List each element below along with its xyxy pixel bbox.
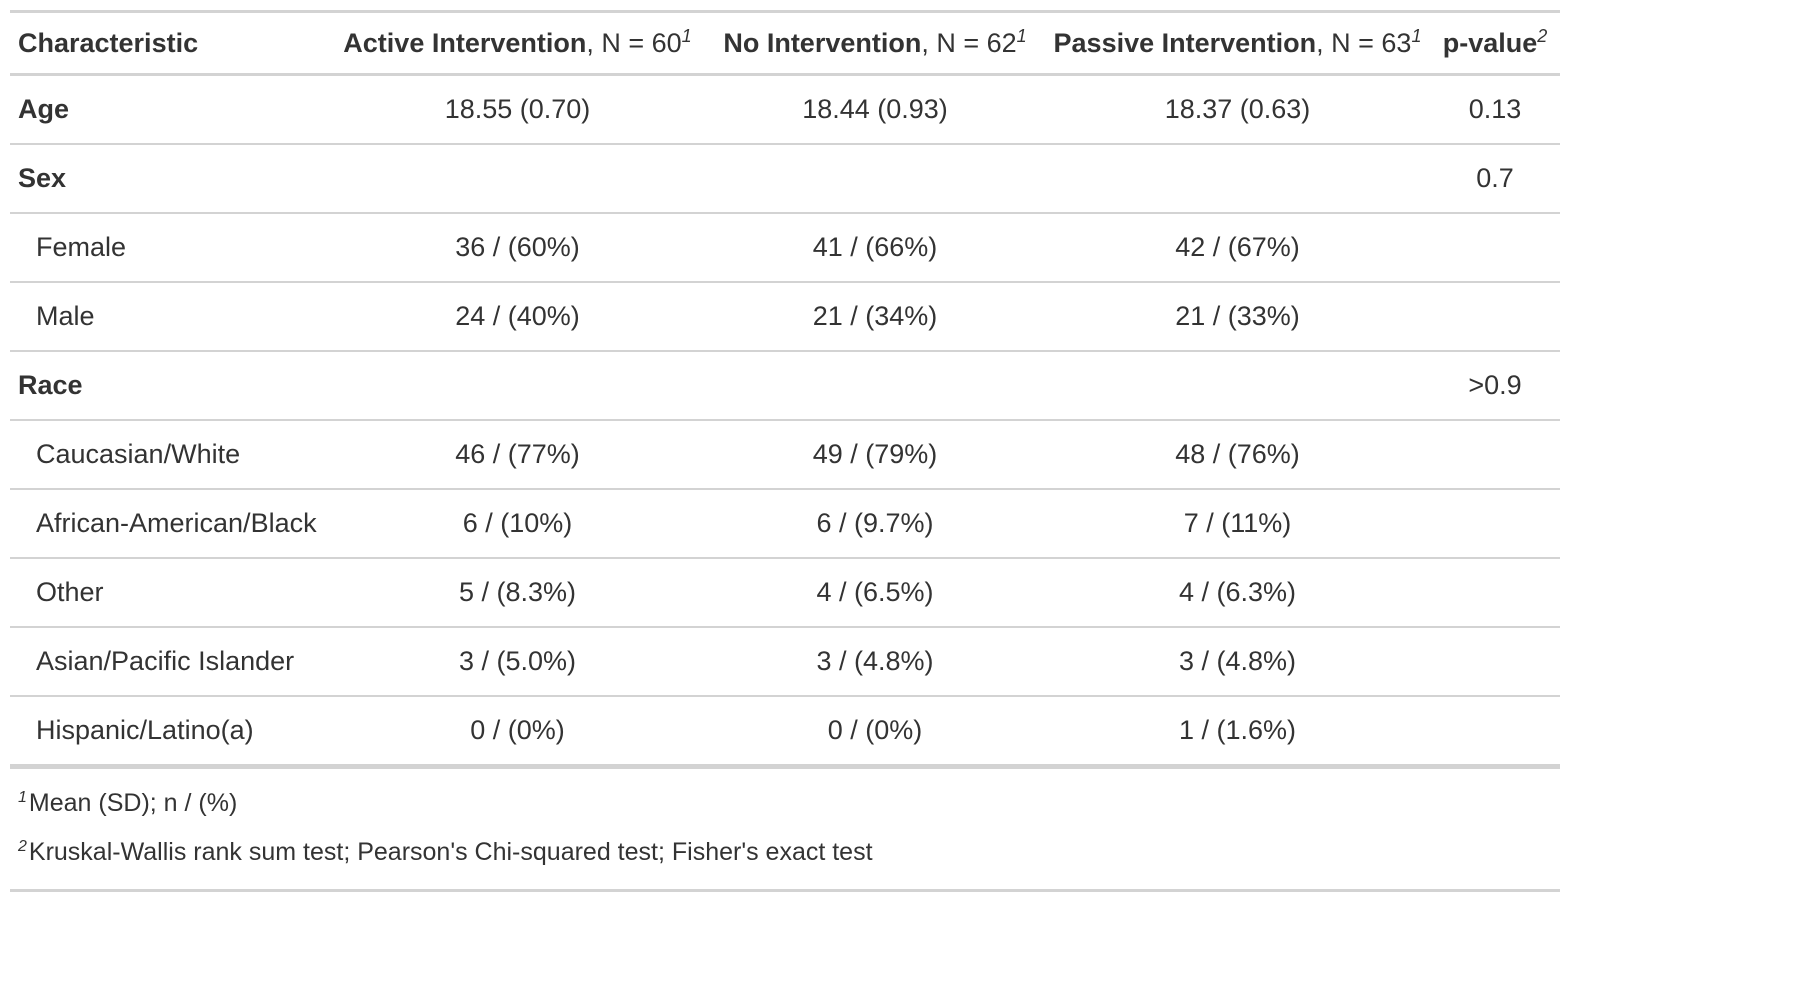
header-no-intervention: No Intervention, N = 621 bbox=[705, 12, 1045, 75]
cell-passive-intervention: 4 / (6.3%) bbox=[1178, 577, 1297, 607]
cell-passive-intervention: 1 / (1.6%) bbox=[1178, 715, 1297, 745]
level-row: Caucasian/White 46 / (77%) 49 / (79%) 48 / … bbox=[10, 420, 1560, 489]
variable-row: Age 18.55 (0.70) 18.44 (0.93) 18.37 (0.63) 0… bbox=[10, 75, 1560, 144]
cell-passive-intervention: 48 / (76%) bbox=[1175, 439, 1300, 469]
cell-no-intervention: 6 / (9.7%) bbox=[816, 508, 934, 538]
level-row: Asian/Pacific Islander 3 / (5.0%) 3 / (4.8… bbox=[10, 627, 1560, 696]
cell-passive-intervention bbox=[1045, 144, 1430, 213]
cell-pvalue bbox=[1430, 558, 1560, 627]
cell-no-intervention bbox=[705, 144, 1045, 213]
footnote-2-text: Kruskal-Wallis rank sum test; Pearson's … bbox=[28, 838, 873, 866]
row-label: Age bbox=[18, 94, 70, 124]
cell-pvalue bbox=[1430, 213, 1560, 282]
header-active-label: Active Intervention bbox=[343, 27, 587, 58]
footnote-1: 1Mean (SD); n / (%) bbox=[10, 779, 1560, 828]
summary-table-container: Characteristic Active Intervention, N = … bbox=[10, 0, 1580, 892]
header-passive-n: , N = 63 bbox=[1316, 27, 1412, 58]
header-active-n: , N = 60 bbox=[586, 27, 682, 58]
header-characteristic: Characteristic bbox=[10, 12, 330, 75]
cell-pvalue: 0.13 bbox=[1468, 94, 1522, 124]
cell-passive-intervention: 42 / (67%) bbox=[1175, 232, 1300, 262]
footnote-1-text: Mean (SD); n / (%) bbox=[28, 789, 238, 817]
cell-passive-intervention: 7 / (11%) bbox=[1183, 508, 1292, 538]
cell-pvalue bbox=[1430, 696, 1560, 765]
header-pvalue-footnote-mark: 2 bbox=[1537, 25, 1548, 46]
footnote-2-mark: 2 bbox=[18, 838, 27, 855]
header-characteristic-label: Characteristic bbox=[18, 27, 199, 58]
row-label: Asian/Pacific Islander bbox=[36, 646, 295, 676]
header-no-footnote-mark: 1 bbox=[1016, 25, 1027, 46]
cell-no-intervention: 18.44 (0.93) bbox=[802, 94, 948, 124]
header-row: Characteristic Active Intervention, N = … bbox=[10, 11, 1560, 75]
row-label: Female bbox=[36, 232, 127, 262]
header-passive-footnote-mark: 1 bbox=[1411, 25, 1422, 46]
header-pvalue-label: p-value bbox=[1442, 27, 1538, 58]
header-no-n: , N = 62 bbox=[921, 27, 1017, 58]
cell-active-intervention: 46 / (77%) bbox=[455, 439, 580, 469]
cell-active-intervention: 0 / (0%) bbox=[470, 715, 565, 745]
cell-active-intervention: 6 / (10%) bbox=[462, 508, 573, 538]
table-body: Age 18.55 (0.70) 18.44 (0.93) 18.37 (0.63) 0… bbox=[10, 75, 1560, 765]
header-active-footnote-mark: 1 bbox=[681, 25, 692, 46]
variable-row: Race >0.9 bbox=[10, 351, 1560, 420]
cell-active-intervention bbox=[330, 144, 705, 213]
cell-no-intervention: 3 / (4.8%) bbox=[816, 646, 934, 676]
table-footnotes: 1Mean (SD); n / (%) 2Kruskal-Wallis rank… bbox=[10, 766, 1560, 892]
variable-row: Sex 0.7 bbox=[10, 144, 1560, 213]
footnote-2: 2Kruskal-Wallis rank sum test; Pearson's… bbox=[10, 828, 1560, 877]
cell-pvalue: 0.7 bbox=[1476, 163, 1514, 193]
cell-active-intervention: 5 / (8.3%) bbox=[458, 577, 577, 607]
cell-active-intervention: 18.55 (0.70) bbox=[444, 94, 591, 124]
cell-active-intervention: 36 / (60%) bbox=[455, 232, 580, 262]
cell-active-intervention: 3 / (5.0%) bbox=[458, 646, 577, 676]
header-passive-intervention: Passive Intervention, N = 631 bbox=[1045, 12, 1430, 75]
cell-pvalue bbox=[1430, 489, 1560, 558]
row-label: Sex bbox=[18, 163, 67, 193]
cell-no-intervention: 49 / (79%) bbox=[812, 439, 938, 469]
row-label: Hispanic/Latino(a) bbox=[36, 715, 254, 745]
level-row: Other 5 / (8.3%) 4 / (6.5%) 4 / (6.3%) bbox=[10, 558, 1560, 627]
summary-table: Characteristic Active Intervention, N = … bbox=[10, 10, 1560, 766]
level-row: Male 24 / (40%) 21 / (34%) 21 / (33%) bbox=[10, 282, 1560, 351]
row-label: Caucasian/White bbox=[36, 439, 241, 469]
cell-passive-intervention: 18.37 (0.63) bbox=[1164, 94, 1311, 124]
cell-no-intervention: 21 / (34%) bbox=[812, 301, 938, 331]
cell-passive-intervention bbox=[1045, 351, 1430, 420]
level-row: Hispanic/Latino(a) 0 / (0%) 0 / (0%) 1 / (1… bbox=[10, 696, 1560, 765]
footnote-1-mark: 1 bbox=[18, 789, 27, 806]
header-passive-label: Passive Intervention bbox=[1053, 27, 1317, 58]
row-label: African-American/Black bbox=[36, 508, 317, 538]
header-active-intervention: Active Intervention, N = 601 bbox=[330, 12, 705, 75]
row-label: Male bbox=[36, 301, 95, 331]
cell-pvalue bbox=[1430, 627, 1560, 696]
level-row: African-American/Black 6 / (10%) 6 / (9.7%… bbox=[10, 489, 1560, 558]
cell-no-intervention: 4 / (6.5%) bbox=[816, 577, 934, 607]
cell-active-intervention bbox=[330, 351, 705, 420]
cell-passive-intervention: 3 / (4.8%) bbox=[1178, 646, 1297, 676]
cell-active-intervention: 24 / (40%) bbox=[455, 301, 580, 331]
cell-pvalue bbox=[1430, 420, 1560, 489]
row-label: Race bbox=[18, 370, 83, 400]
cell-passive-intervention: 21 / (33%) bbox=[1175, 301, 1300, 331]
cell-pvalue bbox=[1430, 282, 1560, 351]
level-row: Female 36 / (60%) 41 / (66%) 42 / (67%) bbox=[10, 213, 1560, 282]
cell-no-intervention: 41 / (66%) bbox=[812, 232, 938, 262]
cell-no-intervention: 0 / (0%) bbox=[827, 715, 923, 745]
cell-pvalue: >0.9 bbox=[1468, 370, 1522, 400]
cell-no-intervention bbox=[705, 351, 1045, 420]
header-no-label: No Intervention bbox=[723, 27, 922, 58]
header-pvalue: p-value2 bbox=[1430, 12, 1560, 75]
row-label: Other bbox=[36, 577, 104, 607]
table-header: Characteristic Active Intervention, N = … bbox=[10, 11, 1560, 75]
